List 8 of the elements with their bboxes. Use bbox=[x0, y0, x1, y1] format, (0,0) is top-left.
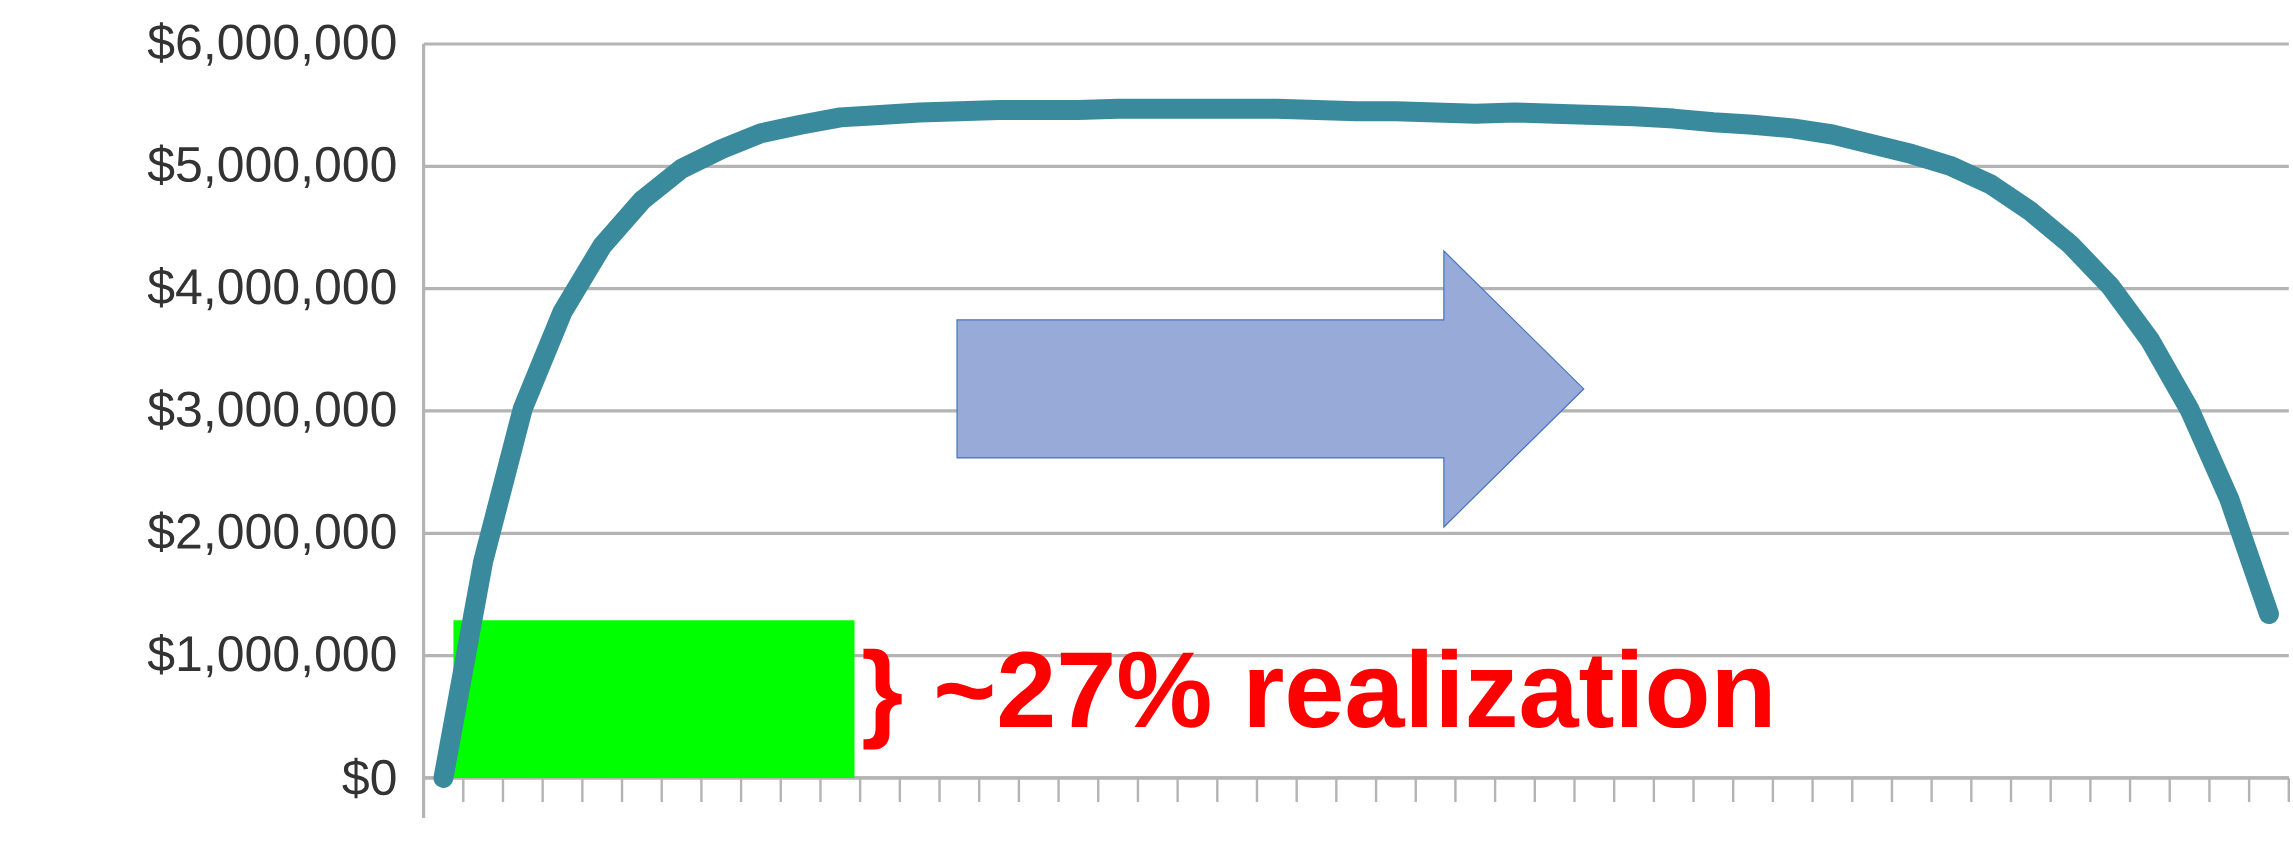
y-tick-label: $1,000,000 bbox=[147, 633, 396, 678]
y-tick-label: $0 bbox=[342, 757, 396, 799]
y-tick-label: $5,000,000 bbox=[147, 144, 396, 189]
y-tick-label: $3,000,000 bbox=[147, 389, 396, 433]
y-tick-label: $4,000,000 bbox=[147, 266, 396, 311]
y-tick-label: $2,000,000 bbox=[147, 511, 396, 556]
y-tick-label: $6,000,000 bbox=[147, 22, 396, 66]
band-label: } ~27% realization bbox=[863, 648, 1770, 750]
